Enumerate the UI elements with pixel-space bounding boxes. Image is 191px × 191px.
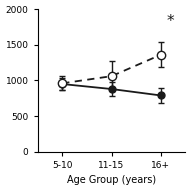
- X-axis label: Age Group (years): Age Group (years): [67, 176, 156, 185]
- Text: *: *: [167, 14, 174, 29]
